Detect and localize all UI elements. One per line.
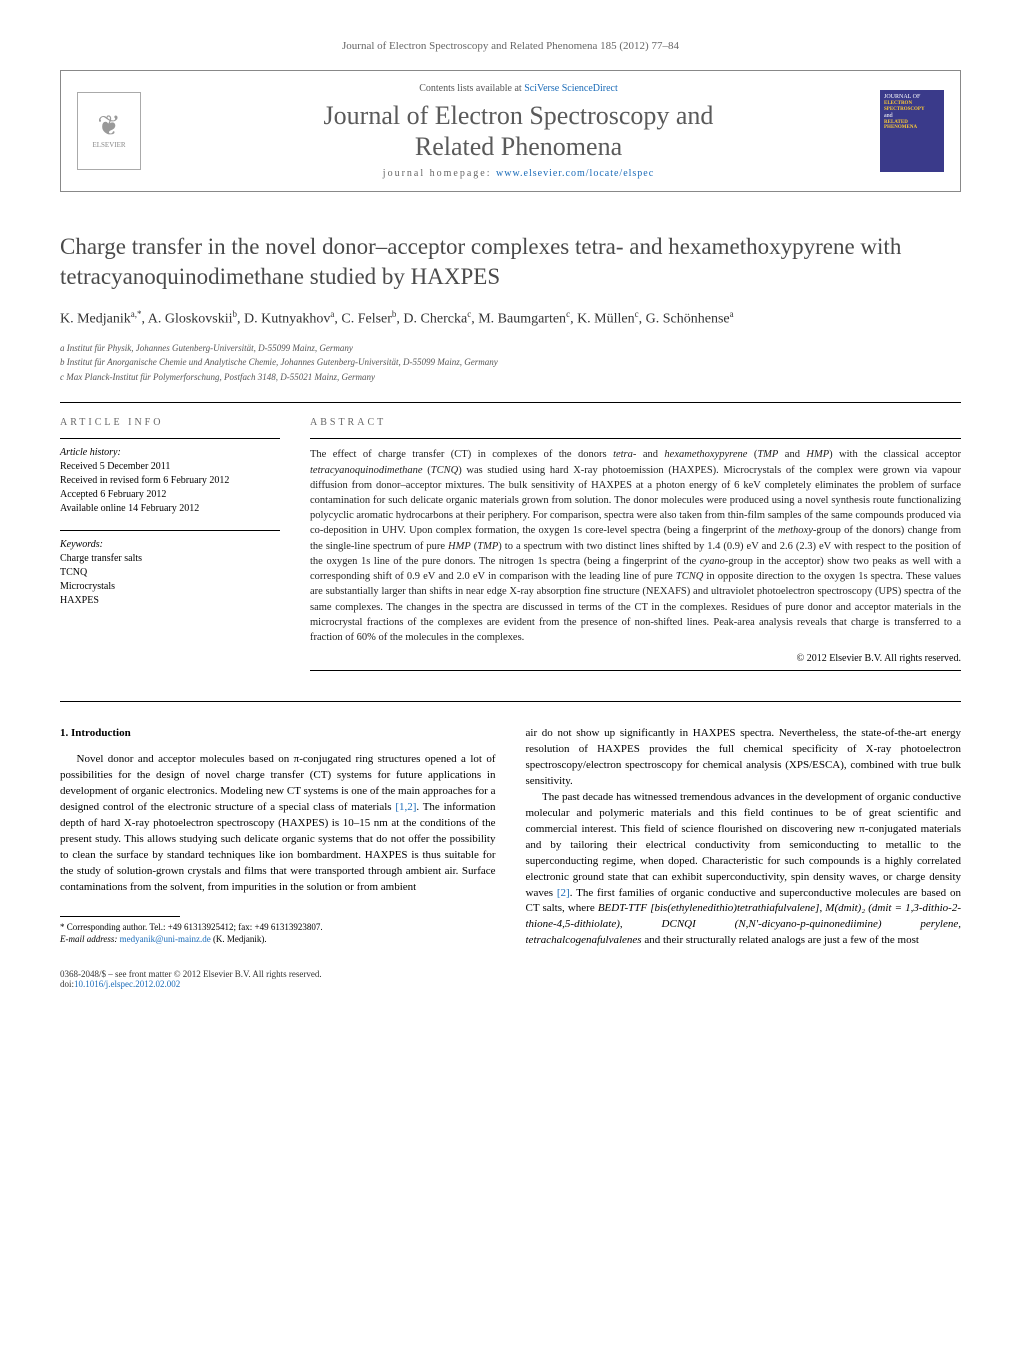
journal-title: Journal of Electron Spectroscopy and Rel… [157, 100, 880, 162]
cover-line: and [884, 113, 940, 119]
keyword: Charge transfer salts [60, 552, 280, 566]
authors: K. Medjanika,*, A. Gloskovskiib, D. Kutn… [60, 308, 961, 330]
banner-center: Contents lists available at SciVerse Sci… [157, 83, 880, 179]
sciencedirect-link[interactable]: SciVerse ScienceDirect [524, 83, 618, 94]
corr-email-line: E-mail address: medyanik@uni-mainz.de (K… [60, 933, 496, 946]
elsevier-tree-icon: ❦ [97, 113, 120, 141]
divider [60, 701, 961, 702]
abstract-text: The effect of charge transfer (CT) in co… [310, 447, 961, 645]
keywords-heading: Keywords: [60, 539, 280, 550]
journal-homepage: journal homepage: www.elsevier.com/locat… [157, 168, 880, 179]
journal-cover-thumb: JOURNAL OF ELECTRON SPECTROSCOPY and REL… [880, 90, 944, 172]
history-line: Accepted 6 February 2012 [60, 488, 280, 502]
keyword: TCNQ [60, 566, 280, 580]
corr-author-line: * Corresponding author. Tel.: +49 613139… [60, 921, 496, 934]
history-heading: Article history: [60, 447, 280, 458]
publisher-label: ELSEVIER [92, 141, 125, 149]
doi-prefix: doi: [60, 979, 74, 989]
running-header: Journal of Electron Spectroscopy and Rel… [60, 40, 961, 52]
journal-title-line2: Related Phenomena [415, 132, 622, 161]
abstract-heading: ABSTRACT [310, 417, 961, 428]
contents-prefix: Contents lists available at [419, 83, 524, 94]
email-link[interactable]: medyanik@uni-mainz.de [120, 934, 211, 944]
doi-link[interactable]: 10.1016/j.elspec.2012.02.002 [74, 979, 180, 989]
history-line: Available online 14 February 2012 [60, 502, 280, 516]
divider [310, 438, 961, 439]
affiliation: a Institut für Physik, Johannes Gutenber… [60, 342, 961, 356]
copyright: © 2012 Elsevier B.V. All rights reserved… [310, 653, 961, 664]
info-heading: ARTICLE INFO [60, 417, 280, 428]
homepage-link[interactable]: www.elsevier.com/locate/elspec [496, 168, 654, 179]
journal-banner: ❦ ELSEVIER Contents lists available at S… [60, 70, 961, 192]
history-line: Received in revised form 6 February 2012 [60, 474, 280, 488]
section-heading: 1. Introduction [60, 726, 496, 742]
keyword: HAXPES [60, 594, 280, 608]
doi-line: doi:10.1016/j.elspec.2012.02.002 [60, 979, 322, 989]
journal-title-line1: Journal of Electron Spectroscopy and [324, 101, 714, 130]
contents-line: Contents lists available at SciVerse Sci… [157, 83, 880, 94]
body-paragraph: air do not show up significantly in HAXP… [526, 726, 962, 790]
cover-line: ELECTRON [884, 101, 940, 106]
body-paragraph: The past decade has witnessed tremendous… [526, 790, 962, 949]
cover-line: RELATED PHENOMENA [884, 120, 940, 130]
divider [310, 670, 961, 671]
article-info: ARTICLE INFO Article history: Received 5… [60, 417, 280, 671]
issn-line: 0368-2048/$ – see front matter © 2012 El… [60, 969, 322, 979]
affiliation: c Max Planck-Institut für Polymerforschu… [60, 371, 961, 385]
divider [60, 530, 280, 531]
divider [60, 402, 961, 403]
elsevier-logo: ❦ ELSEVIER [77, 92, 141, 170]
cover-line: SPECTROSCOPY [884, 107, 940, 112]
divider [60, 438, 280, 439]
homepage-prefix: journal homepage: [383, 168, 496, 179]
article-title: Charge transfer in the novel donor–accep… [60, 232, 961, 292]
cover-line: JOURNAL OF [884, 94, 940, 100]
body-paragraph: Novel donor and acceptor molecules based… [60, 752, 496, 895]
history-line: Received 5 December 2011 [60, 460, 280, 474]
footnote-divider [60, 916, 180, 917]
affiliation: b Institut für Anorganische Chemie und A… [60, 356, 961, 370]
corresponding-footnote: * Corresponding author. Tel.: +49 613139… [60, 921, 496, 946]
body-column-right: air do not show up significantly in HAXP… [526, 726, 962, 949]
body-column-left: 1. Introduction Novel donor and acceptor… [60, 726, 496, 949]
bottom-meta: 0368-2048/$ – see front matter © 2012 El… [60, 969, 961, 989]
email-label: E-mail address: [60, 934, 120, 944]
abstract: ABSTRACT The effect of charge transfer (… [310, 417, 961, 671]
affiliations: a Institut für Physik, Johannes Gutenber… [60, 342, 961, 385]
keyword: Microcrystals [60, 580, 280, 594]
email-suffix: (K. Medjanik). [211, 934, 267, 944]
